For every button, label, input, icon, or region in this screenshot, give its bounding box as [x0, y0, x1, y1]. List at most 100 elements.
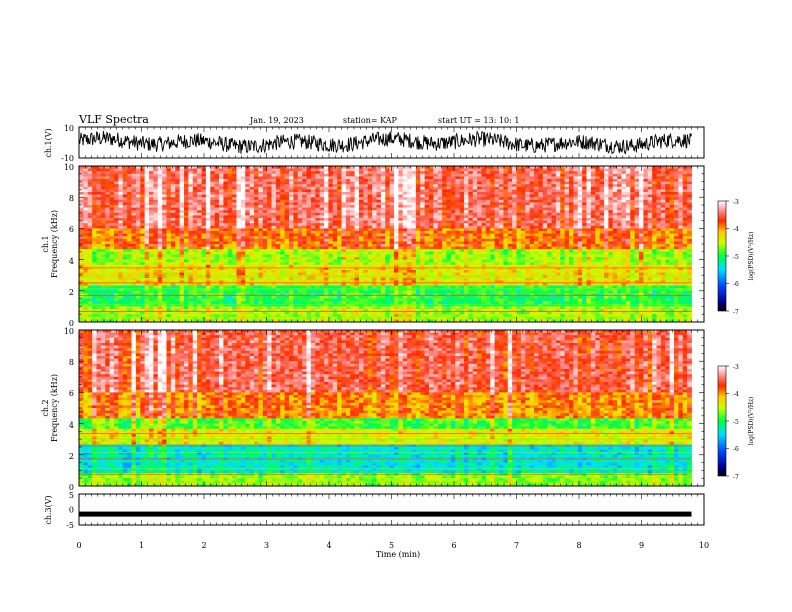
- spectrogram-cell: [197, 186, 202, 190]
- spectrogram-cell: [100, 215, 106, 219]
- spectrogram-cell: [512, 223, 517, 227]
- spectrogram-cell: [96, 192, 102, 195]
- spectrogram-cell: [446, 238, 452, 242]
- spectrogram-cell: [267, 173, 272, 177]
- spectrogram-cell: [534, 184, 539, 188]
- spectrogram-cell: [630, 192, 636, 195]
- spectrogram-cell: [363, 168, 369, 172]
- spectrogram-cell: [503, 210, 509, 214]
- spectrogram-cell: [210, 210, 216, 214]
- spectrogram-cell: [258, 236, 264, 240]
- spectrogram-cell: [100, 251, 106, 255]
- spectrogram-cell: [674, 202, 679, 206]
- spectrogram-cell: [367, 166, 373, 169]
- spectrogram-cell: [652, 215, 657, 219]
- spectrogram-cell: [319, 166, 325, 169]
- spectrogram-cell: [306, 181, 312, 185]
- spectrogram-cell: [184, 238, 189, 242]
- spectrogram-cell: [604, 246, 609, 250]
- spectrogram-cell: [639, 171, 644, 175]
- spectrogram-cell: [245, 238, 251, 242]
- spectrogram-cell: [109, 205, 115, 208]
- spectrogram-cell: [617, 189, 622, 193]
- spectrogram-cell: [114, 210, 119, 214]
- spectrogram-cell: [359, 210, 364, 214]
- spectrogram-cell: [192, 236, 198, 240]
- spectrogram-cell: [79, 231, 84, 234]
- spectrogram-cell: [166, 228, 172, 232]
- spectrogram-cell: [144, 236, 150, 240]
- spectrogram-cell: [411, 249, 417, 253]
- spectrogram-cell: [214, 168, 220, 172]
- spectrogram-cell: [310, 199, 316, 203]
- spectrogram-cell: [337, 215, 342, 219]
- spectrogram-cell: [310, 231, 316, 234]
- spectrogram-cell: [350, 220, 356, 224]
- spectrogram-cell: [345, 207, 351, 211]
- spectrogram-cell: [105, 223, 111, 227]
- spectrogram-cell: [464, 228, 469, 232]
- spectrogram-cell: [284, 225, 290, 229]
- spectrogram-cell: [507, 179, 513, 182]
- spectrogram-cell: [669, 199, 675, 203]
- spectrogram-cell: [354, 184, 360, 188]
- spectrogram-cell: [660, 199, 666, 203]
- spectrogram-cell: [678, 166, 684, 169]
- spectrogram-cell: [660, 179, 666, 182]
- spectrogram-cell: [306, 231, 312, 234]
- spectrogram-cell: [372, 199, 377, 203]
- spectrogram-cell: [293, 231, 299, 234]
- spectrogram-cell: [595, 171, 601, 175]
- spectrogram-cell: [529, 168, 535, 172]
- spectrogram-cell: [468, 236, 474, 240]
- spectrogram-cell: [267, 176, 272, 180]
- spectrogram-cell: [197, 173, 202, 177]
- spectrogram-cell: [332, 205, 338, 208]
- spectrogram-cell: [179, 205, 185, 208]
- spectrogram-cell: [114, 246, 119, 250]
- spectrogram-cell: [459, 238, 465, 242]
- spectrogram-cell: [289, 225, 294, 229]
- spectrogram-cell: [210, 223, 216, 227]
- spectrogram-cell: [604, 225, 609, 229]
- spectrogram-cell: [219, 189, 224, 193]
- spectrogram-cell: [87, 220, 93, 224]
- spectrogram-cell: [459, 173, 465, 177]
- spectrogram-cell: [507, 207, 513, 211]
- spectrogram-cell: [402, 205, 408, 208]
- spectrogram-cell: [232, 220, 237, 224]
- spectrogram-cell: [284, 231, 290, 234]
- spectrogram-cell: [166, 249, 172, 253]
- spectrogram-cell: [114, 228, 119, 232]
- spectrogram-cell: [293, 194, 299, 198]
- spectrogram-cell: [604, 212, 609, 216]
- spectrogram-cell: [210, 233, 216, 237]
- spectrogram-cell: [258, 171, 264, 175]
- spectrogram-cell: [617, 176, 622, 180]
- spectrogram-cell: [450, 210, 456, 214]
- spectrogram-cell: [131, 171, 137, 175]
- spectrogram-cell: [621, 168, 627, 172]
- spectrogram-cell: [345, 225, 351, 229]
- spectrogram-cell: [350, 233, 356, 237]
- spectrogram-cell: [214, 223, 220, 227]
- spectrogram-cell: [332, 246, 338, 250]
- spectrogram-cell: [534, 181, 539, 185]
- spectrogram-cell: [306, 168, 312, 172]
- spectrogram-cell: [420, 228, 426, 232]
- spectrogram-cell: [630, 225, 636, 229]
- spectrogram-cell: [433, 181, 439, 185]
- spectrogram-cell: [573, 181, 579, 185]
- spectrogram-cell: [302, 223, 307, 227]
- spectrogram-cell: [604, 244, 609, 247]
- spectrogram-cell: [630, 246, 636, 250]
- spectrogram-cell: [634, 166, 640, 169]
- spectrogram-cell: [455, 181, 461, 185]
- spectrogram-cell: [687, 194, 692, 198]
- spectrogram-cell: [197, 223, 202, 227]
- spectrogram-cell: [350, 215, 356, 219]
- spectrogram-cell: [166, 181, 172, 185]
- spectrogram-cell: [157, 199, 163, 203]
- spectrogram-cell: [398, 244, 404, 247]
- spectrogram-cell: [293, 246, 299, 250]
